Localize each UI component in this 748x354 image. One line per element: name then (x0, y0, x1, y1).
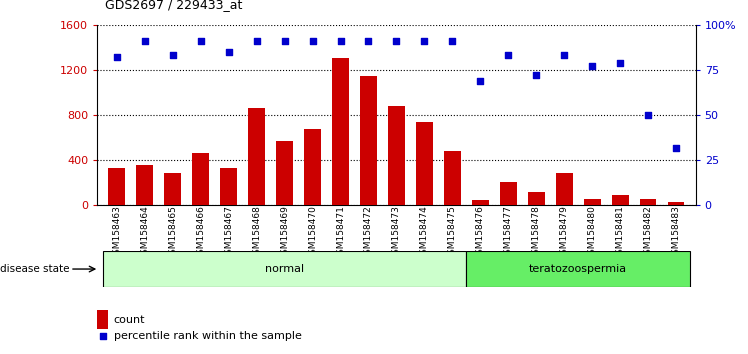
Text: GSM158469: GSM158469 (280, 205, 289, 260)
Text: normal: normal (265, 264, 304, 274)
Bar (332, 57, 349, 205)
Text: GSM158474: GSM158474 (420, 205, 429, 260)
Text: GSM158477: GSM158477 (504, 205, 513, 260)
Bar (220, 168, 237, 205)
Bar (466, 251, 690, 287)
Text: GSM158479: GSM158479 (560, 205, 568, 260)
Text: count: count (114, 315, 145, 325)
Bar (276, 141, 293, 205)
Point (363, 38, 375, 44)
Point (474, 78, 486, 84)
Bar (668, 202, 684, 205)
Text: GSM158465: GSM158465 (168, 205, 177, 260)
Point (307, 38, 319, 44)
Point (251, 38, 263, 44)
Text: teratozoospermia: teratozoospermia (529, 264, 628, 274)
Bar (416, 122, 433, 205)
Text: GSM158471: GSM158471 (336, 205, 345, 260)
Bar (136, 165, 153, 205)
Point (558, 53, 570, 58)
Text: GSM158472: GSM158472 (364, 205, 373, 260)
Point (139, 38, 151, 44)
Text: GSM158468: GSM158468 (252, 205, 261, 260)
Point (278, 38, 290, 44)
Bar (360, 75, 377, 205)
Text: GSM158478: GSM158478 (532, 205, 541, 260)
Text: GSM158473: GSM158473 (392, 205, 401, 260)
Text: GSM158463: GSM158463 (112, 205, 121, 260)
Bar (500, 182, 517, 205)
Bar (248, 108, 265, 205)
Text: GSM158467: GSM158467 (224, 205, 233, 260)
Point (334, 38, 346, 44)
Bar (192, 153, 209, 205)
Point (614, 60, 626, 65)
Point (223, 49, 235, 55)
Text: GSM158480: GSM158480 (588, 205, 597, 260)
Bar (304, 129, 321, 205)
Point (418, 38, 430, 44)
Point (167, 53, 179, 58)
Bar (388, 106, 405, 205)
Bar (528, 192, 545, 205)
Point (148, 269, 160, 275)
Text: GSM158481: GSM158481 (616, 205, 625, 260)
Text: GSM158482: GSM158482 (643, 205, 652, 260)
Point (447, 38, 459, 44)
Point (194, 38, 206, 44)
Point (503, 53, 515, 58)
Bar (612, 195, 628, 205)
Bar (444, 151, 461, 205)
Text: GSM158470: GSM158470 (308, 205, 317, 260)
Text: GSM158464: GSM158464 (141, 205, 150, 260)
Point (111, 55, 123, 60)
Bar (472, 200, 488, 205)
Point (670, 145, 682, 150)
Text: GSM158476: GSM158476 (476, 205, 485, 260)
Bar (102, 251, 466, 287)
Text: disease state: disease state (0, 264, 70, 274)
Point (390, 38, 402, 44)
Point (530, 73, 542, 78)
Point (586, 63, 598, 69)
Point (642, 112, 654, 118)
Text: GSM158483: GSM158483 (672, 205, 681, 260)
Text: GSM158475: GSM158475 (448, 205, 457, 260)
Bar (640, 199, 657, 205)
Bar (108, 168, 125, 205)
Bar (583, 199, 601, 205)
Text: GDS2697 / 229433_at: GDS2697 / 229433_at (105, 0, 242, 11)
Text: percentile rank within the sample: percentile rank within the sample (114, 331, 301, 341)
Bar (165, 173, 181, 205)
Bar (556, 173, 573, 205)
Text: GSM158466: GSM158466 (196, 205, 205, 260)
